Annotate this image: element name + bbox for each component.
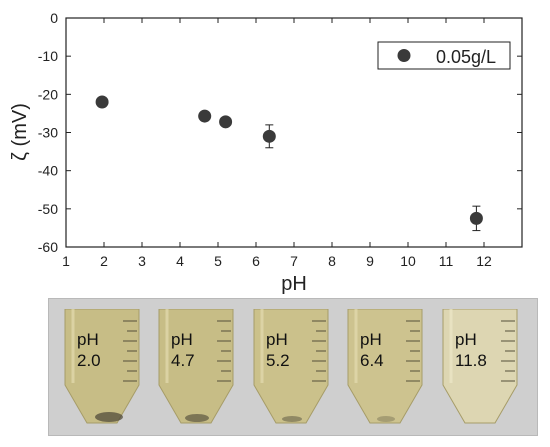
tick-marks <box>65 17 522 248</box>
sample-tube-ph-11-8: pH 11.8 <box>441 308 519 427</box>
x-tick-label: 9 <box>366 253 374 269</box>
x-tick-label: 10 <box>400 253 416 269</box>
data-point <box>95 95 109 109</box>
y-tick-label: -40 <box>38 163 58 179</box>
y-tick-label: -30 <box>38 125 58 141</box>
zeta-potential-chart: 1 2 3 4 5 6 7 8 9 10 11 12 0-10-20-30-40-50-60 pH ζ… <box>9 10 523 295</box>
tube-label: pH 11.8 <box>455 330 487 370</box>
x-tick-labels: 1 2 3 4 5 6 7 8 9 10 11 12 <box>62 253 492 269</box>
y-tick-label: -50 <box>38 201 58 217</box>
legend-marker <box>397 49 411 62</box>
sample-tube-ph-4-7: pH 4.7 <box>157 308 235 427</box>
x-axis-label: pH <box>281 273 307 295</box>
x-tick-label: 6 <box>252 253 260 269</box>
tube-label: pH 5.2 <box>266 330 290 370</box>
tube-image <box>442 308 518 424</box>
sample-photo-strip: pH 2.0 pH 4.7 pH 5.2 <box>48 298 538 436</box>
x-tick-label: 11 <box>439 253 454 269</box>
sample-tube-ph-2-0: pH 2.0 <box>63 308 141 427</box>
x-tick-label: 5 <box>214 253 222 269</box>
data-points <box>95 95 483 232</box>
x-tick-label: 3 <box>138 253 146 269</box>
x-tick-label: 7 <box>290 253 298 269</box>
y-axis-label: ζ (mV) <box>9 103 31 161</box>
x-tick-label: 2 <box>100 253 108 269</box>
tube-label: pH 2.0 <box>77 330 101 370</box>
x-tick-label: 12 <box>476 253 492 269</box>
y-tick-label: 0 <box>50 10 58 26</box>
tube-label: pH 4.7 <box>171 330 195 370</box>
data-point <box>262 129 276 143</box>
legend-label-series-1: 0.05g/L <box>436 47 496 67</box>
tube-image <box>253 308 329 424</box>
x-tick-label: 8 <box>328 253 336 269</box>
data-point <box>469 211 483 225</box>
sample-tube-ph-5-2: pH 5.2 <box>252 308 330 427</box>
legend: 0.05g/L <box>377 41 511 70</box>
tube-image <box>64 308 140 424</box>
y-tick-label: -20 <box>38 86 58 102</box>
y-tick-labels: 0 -10 -20 -30 -40 -50 -60 <box>38 10 58 255</box>
tube-image <box>347 308 423 424</box>
y-tick-label: -10 <box>38 48 58 64</box>
tube-image <box>158 308 234 424</box>
x-tick-label: 1 <box>62 253 70 269</box>
y-tick-label: -60 <box>38 239 58 255</box>
data-point <box>198 109 212 123</box>
tube-label: pH 6.4 <box>360 330 384 370</box>
x-tick-label: 4 <box>176 253 184 269</box>
data-point <box>219 115 233 129</box>
sample-tube-ph-6-4: pH 6.4 <box>346 308 424 427</box>
